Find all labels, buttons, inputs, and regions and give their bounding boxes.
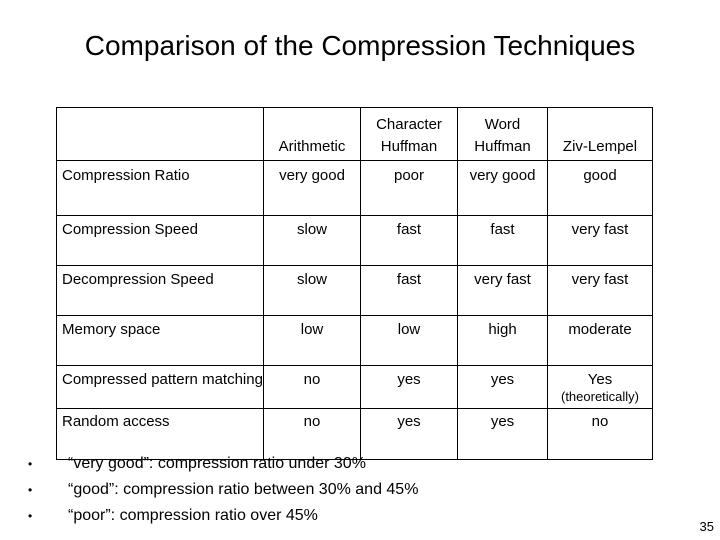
table-row: Random access no yes yes no [56, 408, 653, 460]
column-header-ziv-lempel: Ziv-Lempel [547, 107, 653, 161]
comparison-table: Arithmetic Character Huffman Word Huffman … [56, 107, 653, 460]
column-header-character-huffman: Character Huffman [360, 107, 458, 161]
table-cell: yes [457, 408, 548, 460]
column-header-arithmetic: Arithmetic [263, 107, 361, 161]
table-cell: yes [457, 365, 548, 409]
table-cell: good [547, 160, 653, 216]
table-cell: yes [360, 408, 458, 460]
table-row: Decompression Speed slow fast very fast … [56, 265, 653, 316]
row-label: Memory space [56, 315, 264, 366]
table-header-row: Arithmetic Character Huffman Word Huffman … [56, 107, 653, 161]
list-item: • “poor”: compression ratio over 45% [26, 505, 418, 531]
row-label: Decompression Speed [56, 265, 264, 316]
table-cell: poor [360, 160, 458, 216]
table-cell: moderate [547, 315, 653, 366]
table-corner-cell [56, 107, 264, 161]
table-cell: slow [263, 265, 361, 316]
column-header-word-huffman: Word Huffman [457, 107, 548, 161]
page-title: Comparison of the Compression Techniques [84, 30, 636, 61]
page-number: 35 [699, 519, 714, 534]
cell-footnote: (theoretically) [560, 389, 640, 404]
table-cell: yes [360, 365, 458, 409]
bullet-icon: • [28, 509, 33, 523]
table-cell: no [547, 408, 653, 460]
list-item: • “good”: compression ratio between 30% a… [26, 479, 418, 505]
table-cell: Yes (theoretically) [547, 365, 653, 409]
table-cell: low [360, 315, 458, 366]
table-cell: fast [360, 265, 458, 316]
bullet-icon: • [28, 457, 33, 471]
table-cell: very good [263, 160, 361, 216]
table-row: Compression Ratio very good poor very go… [56, 160, 653, 216]
table-cell: fast [457, 215, 548, 266]
row-label: Compressed pattern matching [56, 365, 264, 409]
table-cell: very fast [457, 265, 548, 316]
list-item: • “very good”: compression ratio under 30… [26, 453, 418, 479]
row-label: Compression Speed [56, 215, 264, 266]
table-cell: low [263, 315, 361, 366]
table-cell: no [263, 365, 361, 409]
table-row: Compression Speed slow fast fast very fa… [56, 215, 653, 266]
bullet-icon: • [28, 483, 33, 497]
table-cell: fast [360, 215, 458, 266]
cell-value: Yes [587, 371, 613, 388]
row-label: Compression Ratio [56, 160, 264, 216]
table-cell: very good [457, 160, 548, 216]
table-cell: high [457, 315, 548, 366]
notes-list: • “very good”: compression ratio under 30… [26, 453, 418, 531]
table-cell: no [263, 408, 361, 460]
table-cell: very fast [547, 265, 653, 316]
table-cell: slow [263, 215, 361, 266]
table-cell: very fast [547, 215, 653, 266]
table-row: Compressed pattern matching no yes yes Y… [56, 365, 653, 409]
table-row: Memory space low low high moderate [56, 315, 653, 366]
row-label: Random access [56, 408, 264, 460]
